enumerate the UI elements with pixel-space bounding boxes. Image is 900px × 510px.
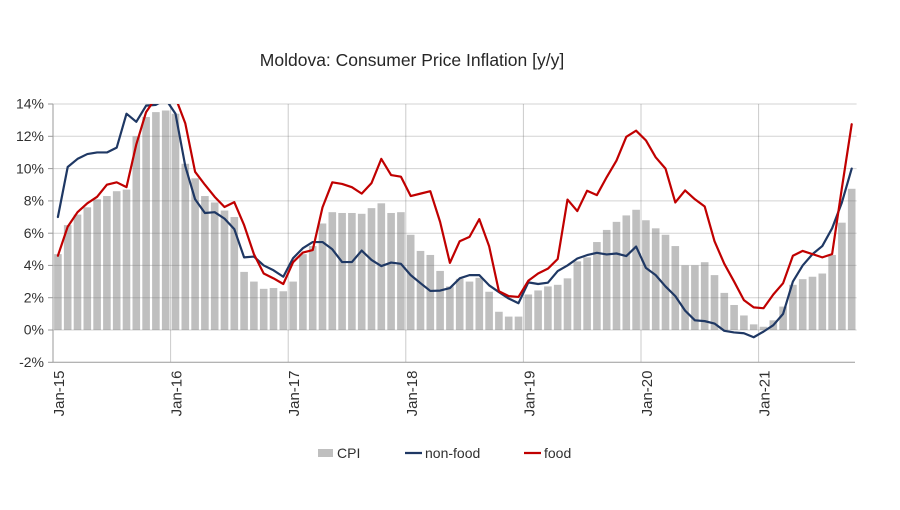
svg-text:0%: 0%: [24, 322, 44, 338]
svg-text:4%: 4%: [24, 257, 44, 273]
svg-text:14%: 14%: [16, 96, 44, 112]
svg-text:12%: 12%: [16, 128, 44, 144]
svg-text:-2%: -2%: [19, 354, 44, 370]
svg-text:Jan-18: Jan-18: [404, 371, 421, 417]
svg-text:non-food: non-food: [425, 445, 480, 461]
svg-text:6%: 6%: [24, 225, 44, 241]
svg-text:Jan-19: Jan-19: [521, 371, 538, 417]
svg-text:food: food: [544, 445, 571, 461]
svg-text:CPI: CPI: [337, 445, 360, 461]
svg-text:8%: 8%: [24, 193, 44, 209]
svg-text:Jan-21: Jan-21: [757, 371, 774, 417]
svg-text:Jan-20: Jan-20: [639, 371, 656, 417]
svg-text:Jan-17: Jan-17: [286, 371, 303, 417]
svg-text:Moldova: Consumer Price Inflat: Moldova: Consumer Price Inflation [y/y]: [260, 50, 564, 70]
svg-text:2%: 2%: [24, 289, 44, 305]
svg-text:Jan-16: Jan-16: [169, 371, 186, 417]
svg-text:Jan-15: Jan-15: [51, 371, 68, 417]
svg-text:10%: 10%: [16, 160, 44, 176]
